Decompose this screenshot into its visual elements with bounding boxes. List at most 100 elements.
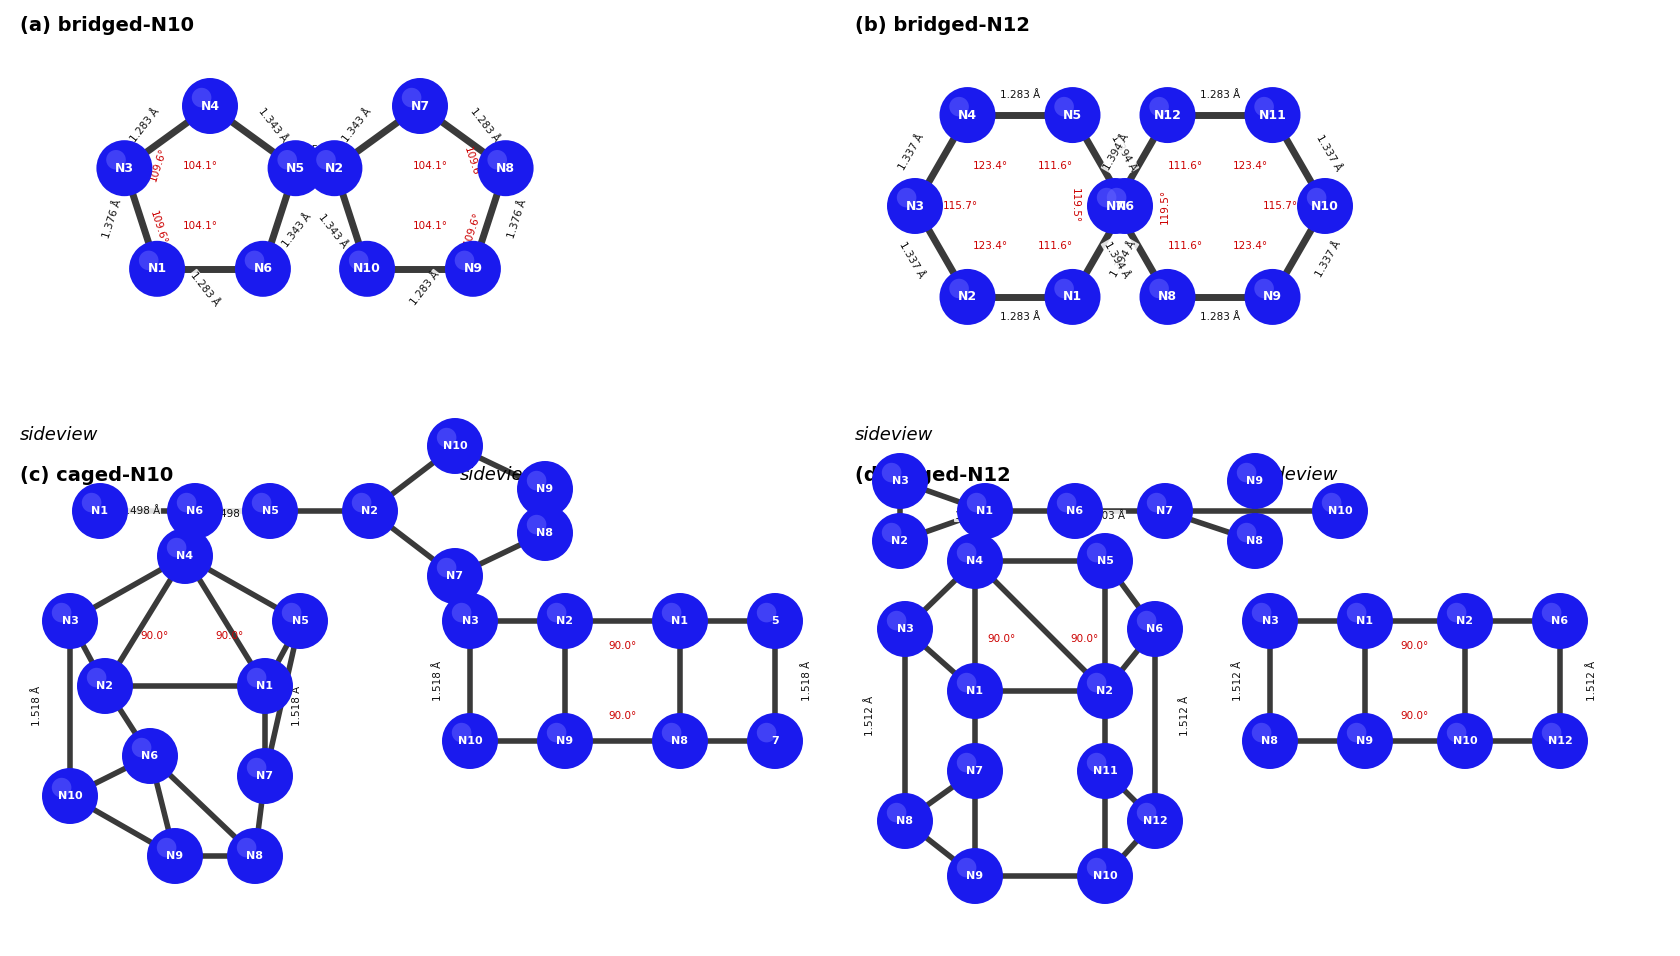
Circle shape — [237, 837, 257, 858]
Text: 1.283 Å: 1.283 Å — [188, 270, 222, 308]
Text: 1.503 Å: 1.503 Å — [1084, 511, 1124, 521]
Circle shape — [895, 187, 916, 207]
Text: N8: N8 — [536, 528, 553, 538]
Circle shape — [1446, 603, 1465, 622]
Text: 1.512 Å: 1.512 Å — [1231, 661, 1242, 701]
Circle shape — [1336, 593, 1393, 649]
Circle shape — [72, 483, 128, 539]
Text: 1.512 Å: 1.512 Å — [865, 696, 875, 736]
Text: 111.6°: 111.6° — [1166, 161, 1201, 171]
Text: 5: 5 — [771, 616, 778, 626]
Text: 1.283 Å: 1.283 Å — [1200, 90, 1240, 100]
Text: 90.0°: 90.0° — [141, 631, 170, 641]
Circle shape — [887, 178, 942, 234]
Text: 115.7°: 115.7° — [1262, 201, 1297, 211]
Text: 1.518 Å: 1.518 Å — [433, 661, 444, 701]
Text: N6: N6 — [141, 751, 158, 761]
Circle shape — [1136, 611, 1156, 630]
Circle shape — [452, 603, 470, 622]
Text: (b) bridged-N12: (b) bridged-N12 — [855, 16, 1030, 35]
Text: 1.288 Å: 1.288 Å — [1099, 183, 1139, 193]
Circle shape — [946, 848, 1003, 904]
Text: 90.0°: 90.0° — [608, 711, 637, 721]
Text: N10: N10 — [1452, 736, 1477, 746]
Text: N10: N10 — [442, 441, 467, 451]
Circle shape — [282, 603, 301, 622]
Text: N9: N9 — [166, 851, 183, 861]
Text: N2: N2 — [556, 616, 573, 626]
Circle shape — [166, 483, 223, 539]
Text: N7: N7 — [447, 571, 464, 581]
Circle shape — [1320, 492, 1341, 512]
Circle shape — [1057, 492, 1075, 512]
Text: N3: N3 — [890, 476, 907, 486]
Circle shape — [1053, 279, 1074, 298]
Text: N12: N12 — [1152, 109, 1181, 121]
Circle shape — [1139, 269, 1194, 325]
Circle shape — [887, 611, 906, 630]
Text: sideview: sideview — [20, 426, 99, 444]
Circle shape — [536, 593, 593, 649]
Text: N2: N2 — [1455, 616, 1473, 626]
Text: 1.343 Å: 1.343 Å — [281, 211, 314, 250]
Text: N7: N7 — [410, 99, 430, 113]
Text: 1.394 Å: 1.394 Å — [1109, 240, 1137, 279]
Circle shape — [129, 241, 185, 296]
Text: 109.6°: 109.6° — [462, 146, 482, 183]
Circle shape — [1436, 593, 1492, 649]
Circle shape — [237, 748, 292, 804]
Text: 1.283 Å: 1.283 Å — [408, 270, 442, 308]
Circle shape — [123, 728, 178, 784]
Circle shape — [96, 141, 153, 196]
Text: 104.1°: 104.1° — [183, 221, 217, 231]
Circle shape — [349, 250, 368, 271]
Circle shape — [227, 828, 282, 884]
Circle shape — [1043, 269, 1100, 325]
Text: N3: N3 — [462, 616, 479, 626]
Text: N6: N6 — [1065, 506, 1084, 516]
Text: N11: N11 — [1092, 766, 1117, 776]
Text: N3: N3 — [114, 162, 134, 175]
Circle shape — [756, 603, 776, 622]
Text: 1.352 Å: 1.352 Å — [294, 145, 334, 155]
Text: sideview: sideview — [855, 426, 932, 444]
Text: N8: N8 — [895, 816, 912, 826]
Text: 109.6°: 109.6° — [462, 209, 482, 247]
Circle shape — [235, 241, 291, 296]
Circle shape — [546, 723, 566, 743]
Circle shape — [1087, 178, 1142, 234]
Circle shape — [1236, 463, 1255, 483]
Text: N9: N9 — [1262, 291, 1282, 303]
Text: N1: N1 — [966, 686, 983, 696]
Text: N7: N7 — [966, 766, 983, 776]
Text: 112.6°: 112.6° — [272, 158, 307, 168]
Text: 1.518 Å: 1.518 Å — [801, 661, 811, 701]
Circle shape — [437, 427, 457, 447]
Circle shape — [1310, 483, 1368, 539]
Circle shape — [242, 483, 297, 539]
Circle shape — [662, 723, 680, 743]
Text: 104.1°: 104.1° — [412, 221, 447, 231]
Circle shape — [1087, 752, 1105, 772]
Circle shape — [1236, 523, 1255, 542]
Circle shape — [946, 663, 1003, 719]
Text: N1: N1 — [670, 616, 689, 626]
Circle shape — [546, 603, 566, 622]
Text: N1: N1 — [1356, 616, 1373, 626]
Text: 1.394 Å: 1.394 Å — [1109, 133, 1137, 172]
Circle shape — [1043, 87, 1100, 143]
Circle shape — [1530, 593, 1588, 649]
Circle shape — [1149, 97, 1168, 117]
Circle shape — [42, 593, 97, 649]
Text: N5: N5 — [262, 506, 279, 516]
Text: 123.4°: 123.4° — [1231, 161, 1267, 171]
Circle shape — [949, 97, 968, 117]
Circle shape — [272, 593, 328, 649]
Circle shape — [946, 533, 1003, 589]
Circle shape — [882, 523, 900, 542]
Text: N9: N9 — [556, 736, 573, 746]
Circle shape — [946, 743, 1003, 799]
Circle shape — [1095, 187, 1116, 207]
Text: 1.283 Å: 1.283 Å — [1000, 90, 1040, 100]
Text: 90.0°: 90.0° — [608, 641, 637, 651]
